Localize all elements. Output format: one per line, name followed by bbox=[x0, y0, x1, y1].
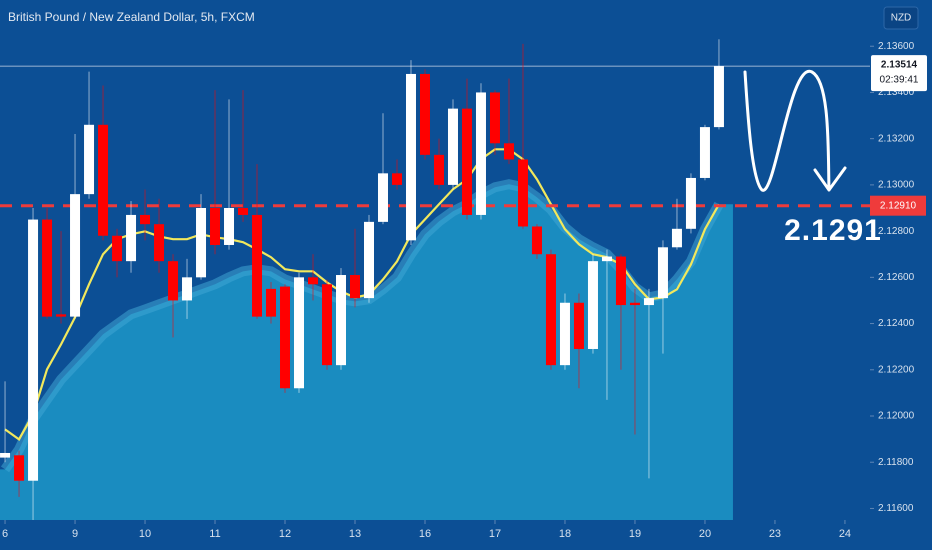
candle-body bbox=[545, 254, 556, 366]
candle-body bbox=[419, 73, 430, 155]
candle-body bbox=[629, 302, 640, 306]
y-tick-label: 2.12000 bbox=[878, 411, 915, 422]
overlay-area-edge bbox=[0, 179, 724, 473]
candle-body bbox=[14, 455, 25, 481]
x-tick-label: 23 bbox=[769, 528, 781, 540]
x-tick-label: 20 bbox=[699, 528, 711, 540]
candle-body bbox=[559, 302, 570, 366]
y-tick-label: 2.12600 bbox=[878, 272, 915, 283]
candle-body bbox=[168, 261, 179, 301]
candle-body bbox=[210, 208, 221, 245]
candle-body bbox=[70, 194, 81, 317]
y-tick-label: 2.11600 bbox=[878, 503, 914, 514]
candle-body bbox=[489, 92, 500, 144]
candle-body bbox=[587, 261, 598, 349]
candle-body bbox=[657, 247, 668, 299]
candle-body bbox=[182, 277, 193, 301]
candle-body bbox=[475, 92, 486, 215]
y-tick-label: 2.12800 bbox=[878, 226, 915, 237]
candle-body bbox=[643, 298, 654, 306]
candle-body bbox=[238, 208, 249, 215]
candle-body bbox=[56, 314, 67, 317]
currency-button-label[interactable]: NZD bbox=[891, 13, 912, 24]
candle-body bbox=[154, 224, 165, 262]
x-tick-label: 9 bbox=[72, 528, 78, 540]
level-label: 2.12910 bbox=[880, 200, 917, 211]
y-tick-label: 2.13400 bbox=[878, 87, 915, 98]
x-tick-label: 16 bbox=[419, 528, 431, 540]
x-tick-label: 19 bbox=[629, 528, 641, 540]
candle-body bbox=[349, 275, 360, 299]
x-tick-label: 24 bbox=[839, 528, 851, 540]
candle-body bbox=[573, 302, 584, 349]
hand-drawn-arrow bbox=[743, 70, 847, 192]
candle-body bbox=[615, 256, 626, 306]
candle-body bbox=[405, 73, 416, 241]
candle-body bbox=[84, 124, 95, 195]
plot-area: 2.11600 2.11800 2.12000 2.12200 2.12400 2.126… bbox=[0, 39, 915, 540]
candle-body bbox=[308, 277, 319, 285]
y-tick-label: 2.12200 bbox=[878, 364, 915, 375]
last-price-box bbox=[871, 55, 927, 92]
candle-body bbox=[280, 286, 291, 389]
y-tick-label: 2.13000 bbox=[878, 180, 915, 191]
candle-body bbox=[517, 159, 528, 227]
candle-body bbox=[461, 108, 472, 215]
candle-body bbox=[685, 177, 696, 229]
x-tick-label: 17 bbox=[489, 528, 501, 540]
candle-body bbox=[531, 226, 542, 255]
candle-body bbox=[601, 256, 612, 262]
y-tick-label: 2.12400 bbox=[878, 318, 915, 329]
x-tick-label: 18 bbox=[559, 528, 571, 540]
level-label-box bbox=[870, 195, 926, 216]
candle-body bbox=[112, 235, 123, 262]
x-tick-label: 13 bbox=[349, 528, 361, 540]
y-tick-label: 2.11800 bbox=[878, 457, 914, 468]
candle-body bbox=[391, 173, 402, 185]
y-tick-label: 2.13600 bbox=[878, 41, 915, 52]
candle-body bbox=[503, 143, 514, 160]
candle-body bbox=[42, 219, 53, 317]
x-tick-label: 10 bbox=[139, 528, 151, 540]
last-price-label: 2.13514 bbox=[881, 60, 918, 71]
candle-body bbox=[196, 208, 207, 278]
x-tick-label: 11 bbox=[209, 528, 220, 540]
currency-button[interactable] bbox=[883, 6, 919, 30]
candle-body bbox=[433, 154, 444, 185]
candle-body bbox=[98, 124, 109, 236]
candle-body bbox=[266, 288, 277, 317]
candle-body bbox=[363, 221, 374, 299]
countdown-label: 02:39:41 bbox=[880, 75, 919, 86]
candle-body bbox=[0, 452, 11, 458]
candle-body bbox=[336, 275, 347, 366]
level-annotation: 2.1291 bbox=[784, 214, 882, 247]
candle-body bbox=[294, 277, 305, 389]
candle-body bbox=[671, 228, 682, 248]
candle-body bbox=[252, 214, 263, 317]
candle-body bbox=[28, 219, 39, 481]
candle-body bbox=[377, 173, 388, 222]
candle-body bbox=[447, 108, 458, 185]
x-tick-label: 6 bbox=[2, 528, 8, 540]
overlay-line bbox=[4, 148, 720, 441]
candle-body bbox=[140, 214, 151, 225]
candle-body bbox=[322, 284, 333, 366]
chart-title: British Pound / New Zealand Dollar, 5h, … bbox=[8, 10, 255, 24]
candle-body bbox=[713, 66, 724, 128]
x-tick-label: 12 bbox=[279, 528, 291, 540]
y-tick-label: 2.13200 bbox=[878, 133, 915, 144]
candle-body bbox=[126, 214, 137, 262]
candle-body bbox=[224, 208, 235, 245]
candle-body bbox=[699, 127, 710, 178]
